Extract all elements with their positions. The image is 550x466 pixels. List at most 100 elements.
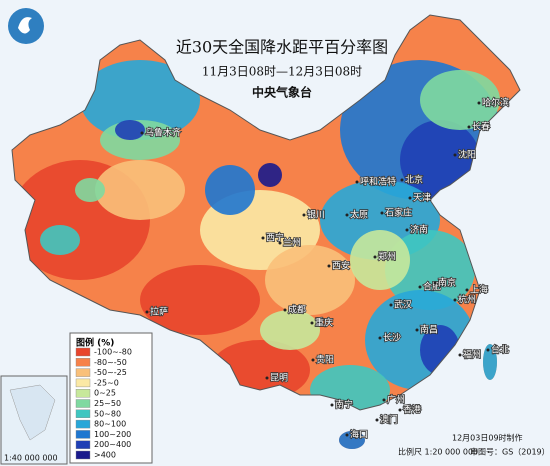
city-dot <box>140 131 144 135</box>
rain-area <box>350 230 410 290</box>
city-label: 南昌 <box>420 324 438 336</box>
title: 近30天全国降水距平百分率图 <box>176 38 388 57</box>
city-label: 海口 <box>350 429 368 441</box>
city-label: 成都 <box>288 304 306 316</box>
legend-label: 25~50 <box>94 399 121 408</box>
city-dot <box>405 228 409 232</box>
city-dot <box>302 213 306 217</box>
city-dot <box>477 101 481 105</box>
city-label: 西安 <box>332 260 350 272</box>
city-label: 呼和浩特 <box>360 176 396 188</box>
city-label: 天津 <box>413 193 431 204</box>
review-number: 审图号：GS（2019）3082号 <box>470 447 550 457</box>
city-dot <box>467 125 471 129</box>
legend-label: -50~-25 <box>94 368 127 377</box>
city-label: 长春 <box>472 121 490 133</box>
legend-label: 200~400 <box>94 440 131 449</box>
agency: 中央气象台 <box>252 85 312 100</box>
city-label: 福州 <box>463 349 481 361</box>
legend-swatch <box>75 358 91 367</box>
city-dot <box>265 376 269 380</box>
city-dot <box>465 288 469 292</box>
city-label: 沈阳 <box>458 149 476 161</box>
city-label: 哈尔滨 <box>482 97 509 109</box>
legend-label: -80~-50 <box>94 358 127 367</box>
city-dot <box>380 211 384 215</box>
city-dot <box>458 353 462 357</box>
city-dot <box>400 178 404 182</box>
inset-scale: 1:40 000 000 <box>4 454 58 463</box>
subtitle: 11月3日08时—12月3日08时 <box>202 65 362 79</box>
city-dot <box>486 348 490 352</box>
legend-label: 0~25 <box>94 389 116 398</box>
logo <box>8 8 44 44</box>
city-label: 郑州 <box>378 251 396 263</box>
city-dot <box>283 308 287 312</box>
rain-area <box>140 265 260 335</box>
city-dot <box>327 264 331 268</box>
city-label: 南京 <box>438 277 456 289</box>
legend-swatch <box>75 368 91 377</box>
rain-area <box>420 70 500 130</box>
city-label: 银川 <box>307 209 325 221</box>
city-dot <box>145 310 149 314</box>
legend-swatch <box>75 399 91 408</box>
rain-area <box>115 120 145 140</box>
city-dot <box>355 180 359 184</box>
legend-label: 80~100 <box>94 420 126 429</box>
city-dot <box>453 153 457 157</box>
rain-area <box>40 225 80 255</box>
inset-map <box>9 384 56 441</box>
city-dot <box>418 285 422 289</box>
city-label: 武汉 <box>394 299 412 311</box>
city-label: 拉萨 <box>150 306 168 318</box>
rain-area <box>205 165 255 215</box>
rain-area <box>258 163 282 187</box>
city-dot <box>382 398 386 402</box>
legend-label: -25~0 <box>94 378 119 387</box>
legend-swatch <box>75 389 91 398</box>
city-dot <box>330 403 334 407</box>
city-dot <box>261 236 265 240</box>
city-dot <box>453 298 457 302</box>
rain-area <box>75 178 105 202</box>
legend-swatch <box>75 450 91 460</box>
legend-swatch <box>75 419 91 429</box>
city-label: 南宁 <box>335 399 353 411</box>
city-dot <box>345 433 349 437</box>
city-label: 重庆 <box>315 317 333 329</box>
city-dot <box>310 321 314 325</box>
legend-label: >400 <box>94 451 116 460</box>
legend-swatch <box>75 378 91 388</box>
legend-swatch <box>75 347 91 357</box>
city-label: 石家庄 <box>385 207 412 219</box>
rain-area <box>337 430 367 449</box>
city-label: 济南 <box>410 224 428 236</box>
city-dot <box>408 196 412 200</box>
rain-area <box>265 245 355 315</box>
city-dot <box>378 336 382 340</box>
city-dot <box>433 281 437 285</box>
city-dot <box>345 213 349 217</box>
city-dot <box>389 303 393 307</box>
city-label: 香港 <box>403 404 421 416</box>
city-dot <box>278 241 282 245</box>
city-dot <box>375 418 379 422</box>
city-label: 兰州 <box>283 237 301 249</box>
city-label: 澳门 <box>380 414 398 426</box>
city-label: 长沙 <box>383 332 401 344</box>
legend-label: 50~80 <box>94 409 121 418</box>
legend-label: -100~-80 <box>94 348 132 357</box>
city-label: 贵阳 <box>316 354 334 366</box>
made-time: 12月03日09时制作 <box>452 433 523 443</box>
city-label: 杭州 <box>458 294 476 306</box>
city-label: 北京 <box>405 174 423 186</box>
rain-area <box>260 310 320 350</box>
city-label: 台北 <box>491 344 509 356</box>
city-label: 广州 <box>387 394 405 406</box>
city-dot <box>398 408 402 412</box>
city-dot <box>415 328 419 332</box>
scale: 比例尺 1:20 000 000 <box>398 447 478 457</box>
legend-swatch <box>75 430 91 439</box>
